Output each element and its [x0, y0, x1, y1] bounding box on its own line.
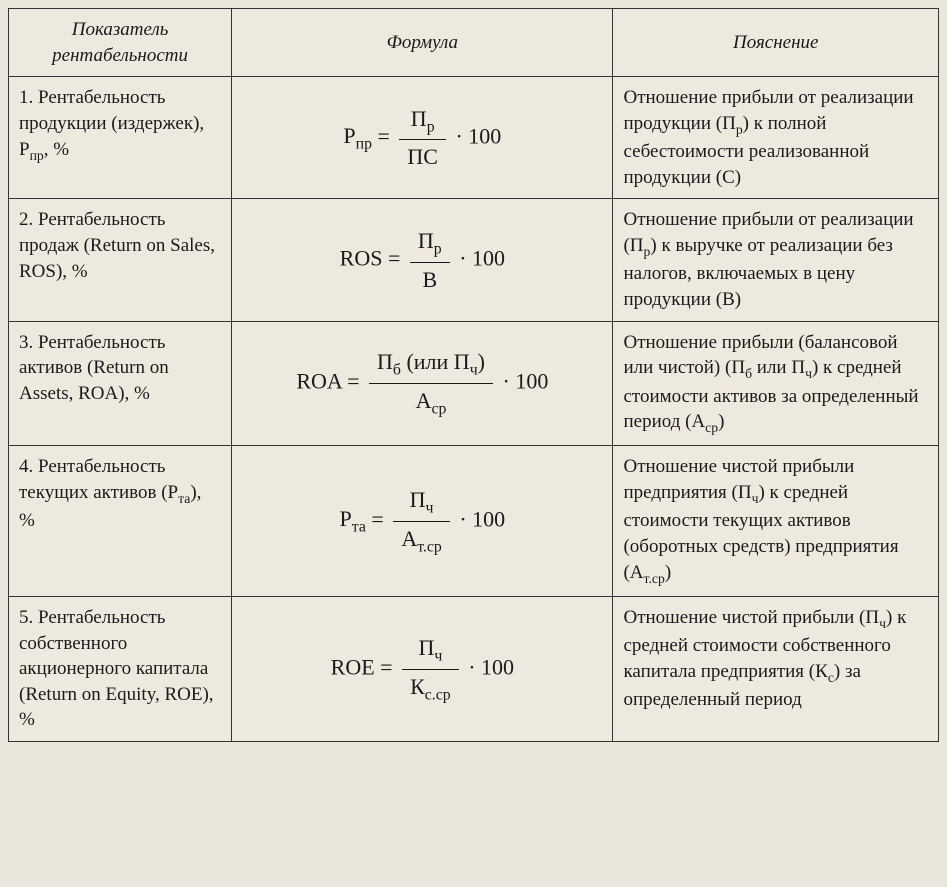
formula-cell: Рпр = Пр ПС · 100: [232, 77, 613, 199]
formula-cell: ROA = Пб (или Пч) Аср · 100: [232, 321, 613, 446]
table-row: 4. Рентабельность текущих активов (Рта),…: [9, 446, 939, 596]
formula-fraction: Пб (или Пч) Аср: [369, 345, 493, 422]
header-explanation: Пояснение: [613, 9, 939, 77]
table-row: 5. Рентабельность собственного акционерн…: [9, 596, 939, 741]
indicator-cell: 2. Рентабельность продаж (Return on Sale…: [9, 199, 232, 321]
indicator-cell: 5. Рентабельность собственного акционерн…: [9, 596, 232, 741]
formula-cell: ROE = Пч Кс.ср · 100: [232, 596, 613, 741]
profitability-table: Показатель рентабельности Формула Поясне…: [8, 8, 939, 742]
formula-denominator: В: [410, 263, 450, 297]
formula-lhs: Рта: [340, 506, 366, 531]
formula-cell: Рта = Пч Ат.ср · 100: [232, 446, 613, 596]
formula-numerator: Пч: [402, 631, 459, 670]
formula-lhs: ROS: [340, 245, 383, 270]
explanation-cell: Отношение чистой прибыли (Пч) к средней …: [613, 596, 939, 741]
formula-denominator: Ат.ср: [393, 522, 450, 560]
formula-tail: · 100: [468, 654, 514, 679]
formula-tail: · 100: [459, 245, 505, 270]
formula-denominator: Аср: [369, 384, 493, 422]
explanation-cell: Отношение прибыли (балансовой или чистой…: [613, 321, 939, 446]
formula-tail: · 100: [459, 506, 505, 531]
header-formula: Формула: [232, 9, 613, 77]
explanation-cell: Отношение чистой прибыли предприятия (Пч…: [613, 446, 939, 596]
header-row: Показатель рентабельности Формула Поясне…: [9, 9, 939, 77]
formula-lhs: ROA: [296, 369, 341, 394]
formula-lhs: Рпр: [343, 123, 372, 148]
explanation-cell: Отношение прибыли от реализации (Пр) к в…: [613, 199, 939, 321]
table-row: 2. Рентабельность продаж (Return on Sale…: [9, 199, 939, 321]
formula-denominator: Кс.ср: [402, 670, 459, 708]
indicator-cell: 3. Рентабельность активов (Return on Ass…: [9, 321, 232, 446]
formula-tail: · 100: [503, 369, 549, 394]
formula-fraction: Пр ПС: [399, 102, 446, 174]
formula-numerator: Пр: [399, 102, 446, 141]
table-row: 1. Рентабельность продукции (издержек), …: [9, 77, 939, 199]
indicator-cell: 4. Рентабельность текущих активов (Рта),…: [9, 446, 232, 596]
table-row: 3. Рентабельность активов (Return on Ass…: [9, 321, 939, 446]
formula-denominator: ПС: [399, 140, 446, 174]
formula-numerator: Пб (или Пч): [369, 345, 493, 384]
formula-fraction: Пр В: [410, 224, 450, 296]
header-indicator: Показатель рентабельности: [9, 9, 232, 77]
formula-cell: ROS = Пр В · 100: [232, 199, 613, 321]
formula-fraction: Пч Ат.ср: [393, 483, 450, 560]
formula-fraction: Пч Кс.ср: [402, 631, 459, 708]
formula-numerator: Пр: [410, 224, 450, 263]
explanation-cell: Отношение прибыли от реализации продукци…: [613, 77, 939, 199]
indicator-cell: 1. Рентабельность продукции (издержек), …: [9, 77, 232, 199]
formula-lhs: ROE: [331, 654, 375, 679]
formula-tail: · 100: [455, 123, 501, 148]
formula-numerator: Пч: [393, 483, 450, 522]
